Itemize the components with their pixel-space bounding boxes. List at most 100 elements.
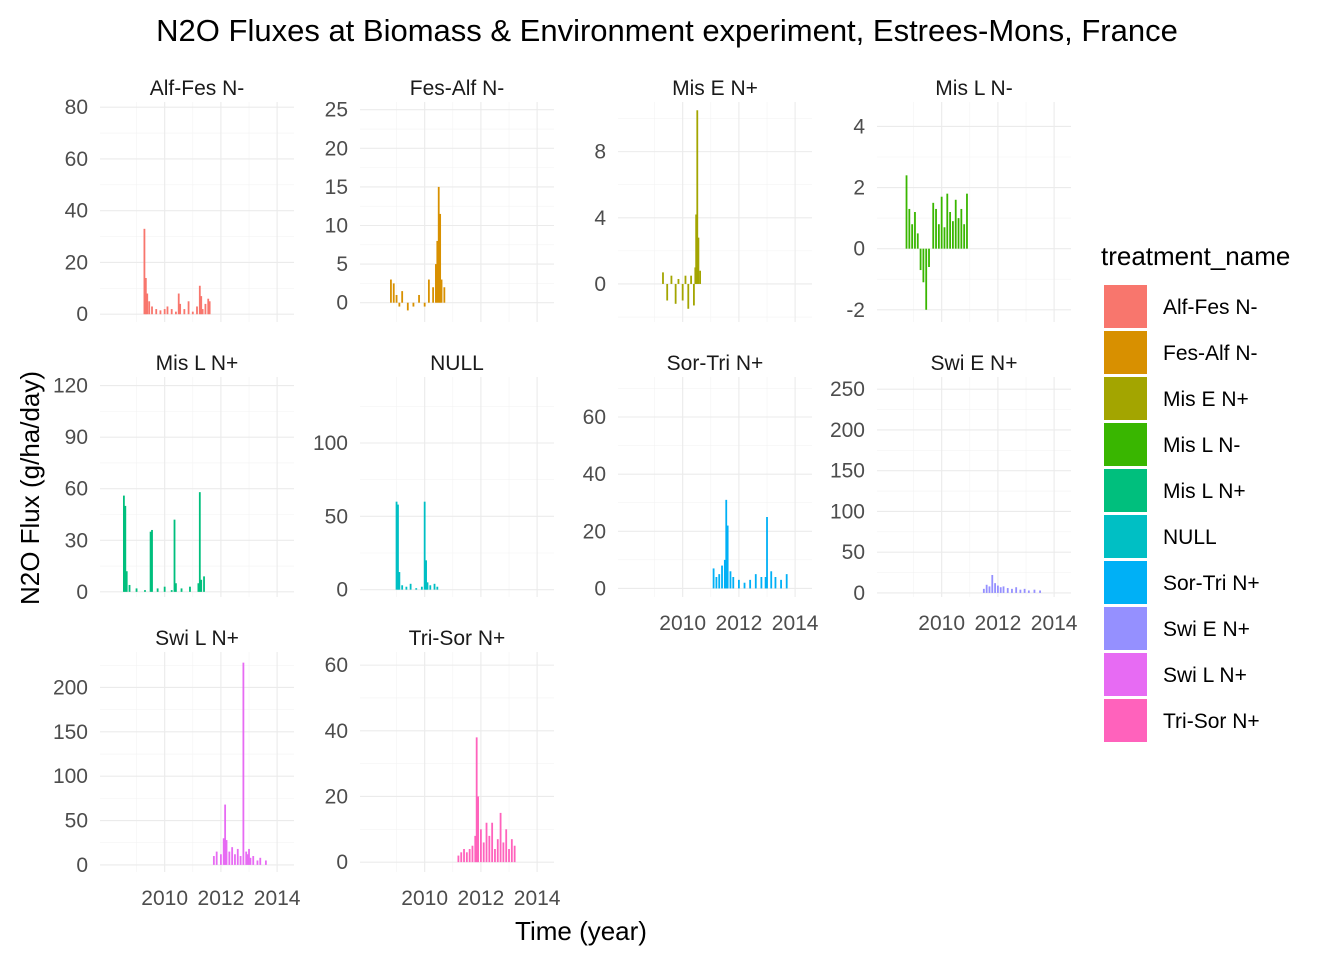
- bar: [236, 848, 239, 865]
- bar: [460, 852, 463, 863]
- bar: [135, 588, 138, 592]
- x-tick-label: 2010: [141, 887, 188, 910]
- bar: [249, 857, 252, 865]
- bar: [670, 275, 673, 284]
- legend-swatch: [1104, 331, 1147, 374]
- bar: [697, 237, 700, 284]
- bar: [198, 492, 201, 592]
- bar: [125, 571, 128, 592]
- bar: [922, 248, 925, 283]
- bar: [488, 835, 491, 863]
- bar: [436, 586, 439, 590]
- bar: [754, 574, 757, 589]
- y-tick-label: 20: [325, 785, 348, 808]
- bar: [146, 293, 149, 315]
- bar: [215, 851, 218, 865]
- bar: [155, 309, 158, 315]
- bar: [723, 559, 726, 589]
- bar: [695, 214, 698, 284]
- y-tick-label: 100: [830, 500, 865, 523]
- y-tick-label: 60: [65, 148, 88, 171]
- y-tick-label: 30: [65, 529, 88, 552]
- bar: [418, 294, 420, 303]
- legend-item-sor-tri-n: Sor-Tri N+: [1104, 561, 1260, 604]
- y-tick-label: 100: [313, 432, 348, 455]
- bar: [1015, 587, 1018, 593]
- bar: [1039, 590, 1041, 593]
- bar: [397, 504, 399, 590]
- bar: [674, 283, 677, 304]
- bar: [725, 499, 728, 589]
- bar: [264, 860, 267, 865]
- legend-item-swi-e-n: Swi E N+: [1104, 607, 1250, 650]
- facet-mis-l-n: Mis L N+ 0 30 60 90 120: [53, 352, 294, 604]
- facet-mis-l-n: Mis L N- -2 0 2 4: [846, 77, 1071, 322]
- bar: [395, 501, 398, 590]
- y-tick-label: 2: [853, 177, 865, 200]
- y-tick-label: 15: [325, 176, 348, 199]
- bar: [432, 287, 435, 303]
- bar: [143, 228, 146, 315]
- y-tick-label: 120: [53, 375, 88, 398]
- y-tick-label: 60: [325, 654, 348, 677]
- x-tick-label: 2010: [918, 612, 965, 635]
- y-tick-label: 20: [325, 137, 348, 160]
- bar: [144, 590, 146, 592]
- bar: [239, 856, 242, 865]
- y-tick-label: 90: [65, 426, 88, 449]
- bar: [468, 849, 471, 863]
- bar: [463, 849, 465, 863]
- bar: [420, 586, 423, 590]
- bar: [405, 586, 408, 590]
- bar: [932, 202, 935, 249]
- bar: [170, 590, 173, 592]
- x-tick-label: 2014: [514, 887, 561, 910]
- bar: [437, 186, 440, 303]
- y-tick-label: 50: [842, 541, 865, 564]
- bar: [401, 585, 404, 590]
- y-tick-label: 200: [53, 676, 88, 699]
- bar: [690, 275, 693, 284]
- y-tick-label: 10: [325, 215, 348, 238]
- bar: [148, 301, 151, 315]
- bar: [502, 842, 505, 863]
- legend-title: treatment_name: [1101, 241, 1290, 271]
- bar: [151, 306, 153, 315]
- y-tick-label: 0: [76, 581, 88, 604]
- bar: [949, 212, 952, 249]
- bar: [696, 110, 699, 284]
- x-tick-label: 2012: [975, 612, 1022, 635]
- bar: [991, 575, 994, 593]
- bar: [952, 221, 954, 249]
- bar: [505, 829, 508, 863]
- legend: treatment_name Alf-Fes N- Fes-Alf N- Mis E…: [1101, 241, 1290, 742]
- bar: [475, 737, 478, 863]
- bar: [191, 311, 194, 315]
- bar: [173, 519, 176, 592]
- bar: [729, 571, 732, 589]
- bar: [699, 270, 701, 284]
- y-tick-label: 0: [336, 579, 348, 602]
- y-tick-label: 0: [76, 854, 88, 877]
- facet-swi-l-n: Swi L N+ 0 50 100 150 200 2010 2012 2014: [53, 627, 301, 910]
- y-tick-label: 25: [325, 99, 348, 122]
- bar: [666, 283, 669, 301]
- y-tick-label: 40: [583, 463, 606, 486]
- bar: [477, 796, 479, 863]
- bar: [189, 586, 191, 592]
- facet-alf-fes-n: Alf-Fes N- 0 20 40 60 80: [65, 77, 294, 326]
- bar: [234, 854, 236, 865]
- bar: [513, 845, 516, 863]
- bar: [175, 583, 177, 592]
- bar: [187, 301, 190, 315]
- facet-sor-tri-n: Sor-Tri N+ 0 20 40 60 2010 2012 2014: [583, 352, 819, 635]
- bar: [914, 212, 916, 249]
- bar: [406, 302, 409, 311]
- x-tick-label: 2012: [198, 887, 245, 910]
- y-tick-label: 4: [594, 207, 606, 230]
- legend-swatch: [1104, 469, 1147, 512]
- bar: [743, 582, 746, 589]
- y-tick-label: 4: [853, 115, 865, 138]
- facet-strip-label: Swi L N+: [155, 627, 239, 650]
